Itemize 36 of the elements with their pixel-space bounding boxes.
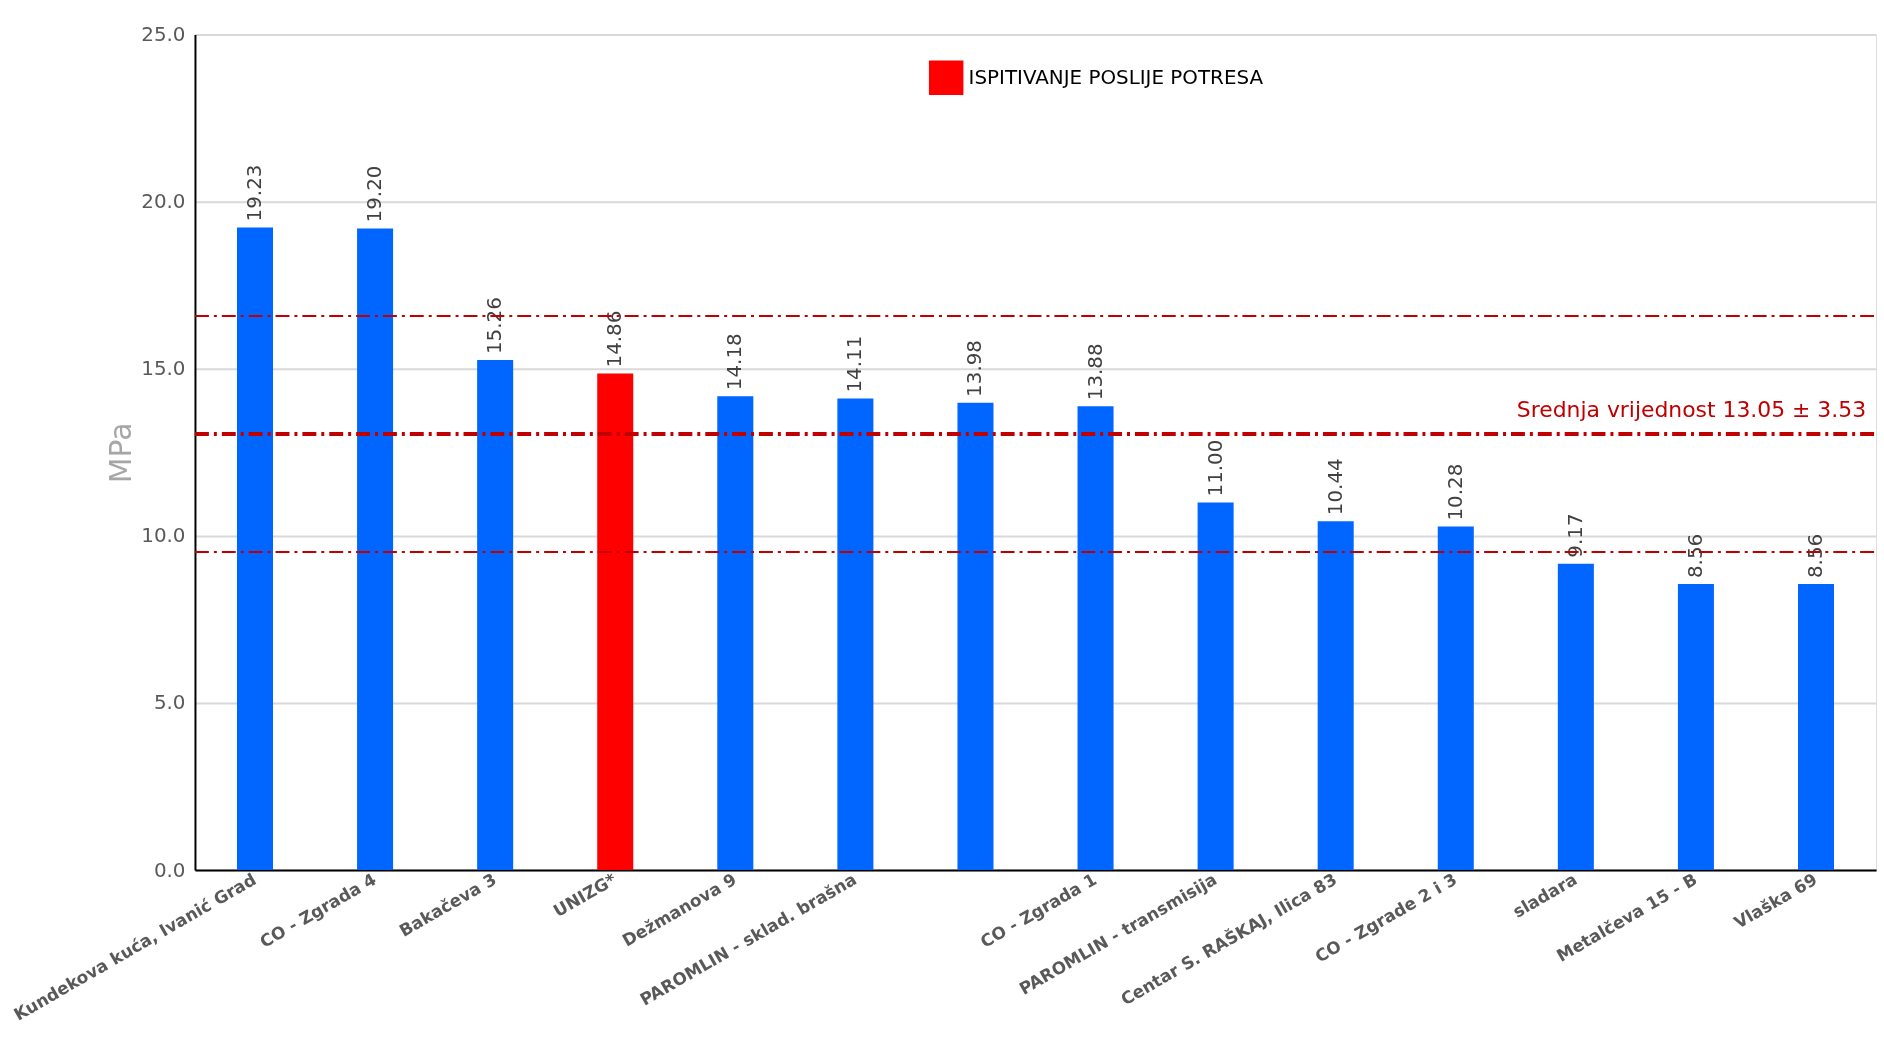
y-tick-label: 25.0 xyxy=(141,23,186,47)
data-label: 13.98 xyxy=(963,340,987,397)
bar xyxy=(357,228,394,871)
y-tick-label: 15.0 xyxy=(141,357,186,381)
data-label: 10.44 xyxy=(1323,458,1347,516)
data-label: 14.11 xyxy=(843,335,867,393)
bar xyxy=(957,402,994,871)
bar xyxy=(1077,406,1114,871)
bar xyxy=(1197,502,1234,871)
y-tick-label: 10.0 xyxy=(141,524,186,548)
y-tick-label: 5.0 xyxy=(153,691,186,715)
bar xyxy=(477,360,514,871)
data-label: 15.26 xyxy=(483,297,507,355)
bar xyxy=(717,396,754,871)
data-label: 13.88 xyxy=(1083,343,1107,401)
data-label: 19.20 xyxy=(363,165,387,223)
y-tick-label: 20.0 xyxy=(141,190,186,214)
bar xyxy=(236,227,274,871)
y-axis-title: MPa xyxy=(103,422,139,484)
legend-label: ISPITIVANJE POSLIJE POTRESA xyxy=(968,65,1264,89)
bar xyxy=(837,398,874,871)
y-tick-label: 0.0 xyxy=(153,858,186,882)
data-label: 14.18 xyxy=(723,333,747,391)
data-label: 14.86 xyxy=(603,310,627,368)
bar xyxy=(1437,526,1474,871)
bar xyxy=(1797,584,1835,871)
data-label: 8.56 xyxy=(1803,533,1827,579)
bar xyxy=(1317,521,1354,871)
data-label: 10.28 xyxy=(1443,463,1467,521)
ref-line-label: Srednja vrijednost 13.05 ± 3.53 xyxy=(1516,397,1867,423)
data-label: 19.23 xyxy=(242,164,266,222)
data-label: 11.00 xyxy=(1203,439,1227,497)
bar xyxy=(1557,563,1594,871)
bar xyxy=(597,373,634,871)
bar xyxy=(1677,584,1714,871)
data-label: 8.56 xyxy=(1683,533,1707,579)
